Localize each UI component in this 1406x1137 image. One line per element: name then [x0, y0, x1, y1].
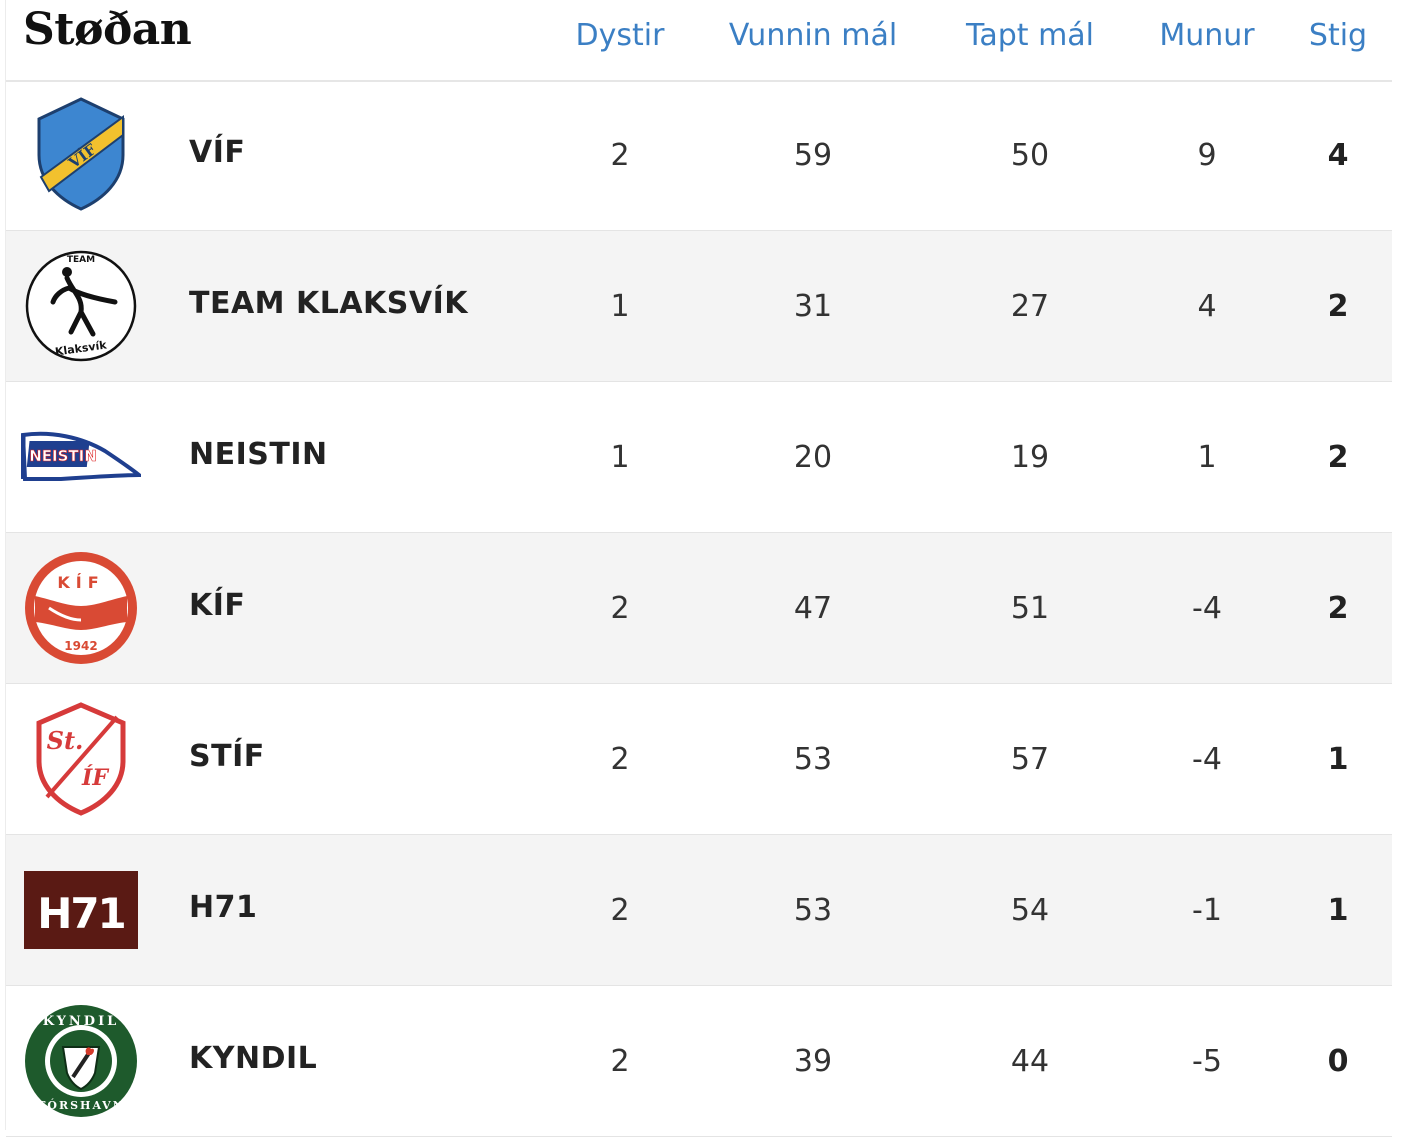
h71-logo-text: H71: [37, 889, 125, 938]
games-played: 1: [610, 289, 630, 324]
games-played: 1: [610, 440, 630, 475]
goal-difference: 9: [1197, 138, 1217, 173]
table-row[interactable]: TEAM Klaksvík TEAM KLAKSVÍK 1 31 27 4 2: [6, 231, 1392, 382]
goals-against: 27: [1010, 289, 1050, 324]
team-name[interactable]: NEISTIN: [189, 437, 328, 472]
table-row[interactable]: NEISTIN NEISTIN 1 20 19 1 2: [6, 382, 1392, 533]
goals-for: 53: [793, 742, 833, 777]
table-row[interactable]: VÍF VÍF 2 59 50 9 4: [6, 80, 1392, 231]
goals-against: 57: [1010, 742, 1050, 777]
kif-logo-text-bottom: 1942: [64, 639, 97, 653]
table-row[interactable]: KÍF 1942 KÍF 2 47 51 -4 2: [6, 533, 1392, 684]
neistin-logo-text: NEISTIN: [29, 447, 97, 465]
column-header-stig[interactable]: Stig: [1308, 18, 1368, 53]
points: 2: [1327, 591, 1349, 626]
standings-table: Støðan Dystir Vunnin mál Tapt mál Munur …: [5, 0, 1392, 1137]
kyndil-logo-text-bottom: TÓRSHAVN: [37, 1098, 125, 1112]
points: 2: [1327, 289, 1349, 324]
goals-for: 47: [793, 591, 833, 626]
games-played: 2: [610, 138, 630, 173]
team-name[interactable]: H71: [189, 890, 258, 925]
goals-for: 53: [793, 893, 833, 928]
goals-against: 50: [1010, 138, 1050, 173]
games-played: 2: [610, 1044, 630, 1079]
goal-difference: -4: [1192, 742, 1222, 777]
kyndil-logo-text-top: KYNDIL: [43, 1014, 120, 1029]
team-name[interactable]: VÍF: [189, 135, 246, 170]
points: 2: [1327, 440, 1349, 475]
team-name[interactable]: KÍF: [189, 588, 246, 623]
goals-against: 54: [1010, 893, 1050, 928]
goal-difference: -5: [1192, 1044, 1222, 1079]
goal-difference: -4: [1192, 591, 1222, 626]
kif-circle-logo[interactable]: KÍF 1942: [21, 548, 141, 668]
games-played: 2: [610, 742, 630, 777]
stif-shield-logo[interactable]: St. ÍF: [21, 699, 141, 819]
column-header-vunnin[interactable]: Vunnin mál: [728, 18, 898, 53]
column-header-dystir[interactable]: Dystir: [575, 18, 665, 53]
klaksvik-logo-text-top: TEAM: [67, 255, 95, 265]
page-title: Støðan: [23, 4, 192, 55]
column-header-munur[interactable]: Munur: [1159, 18, 1255, 53]
stif-logo-text-bottom: ÍF: [81, 764, 109, 791]
games-played: 2: [610, 893, 630, 928]
neistin-pennant-logo[interactable]: NEISTIN: [21, 397, 141, 517]
team-klaksvik-logo[interactable]: TEAM Klaksvík: [21, 246, 141, 366]
games-played: 2: [610, 591, 630, 626]
vif-shield-logo[interactable]: VÍF: [21, 95, 141, 215]
kyndil-circle-logo[interactable]: KYNDIL TÓRSHAVN: [21, 1001, 141, 1121]
points: 0: [1327, 1044, 1349, 1079]
goals-against: 19: [1010, 440, 1050, 475]
team-name[interactable]: STÍF: [189, 739, 265, 774]
table-row[interactable]: KYNDIL TÓRSHAVN KYNDIL 2 39 44 -5 0: [6, 986, 1392, 1137]
goals-for: 31: [793, 289, 833, 324]
h71-block-logo[interactable]: H71: [21, 850, 141, 970]
goal-difference: 4: [1197, 289, 1217, 324]
kif-logo-text-top: KÍF: [57, 573, 104, 592]
table-header: Støðan Dystir Vunnin mál Tapt mál Munur …: [6, 0, 1392, 82]
goals-for: 20: [793, 440, 833, 475]
points: 1: [1327, 742, 1349, 777]
table-row[interactable]: H71 H71 2 53 54 -1 1: [6, 835, 1392, 986]
goals-for: 39: [793, 1044, 833, 1079]
goal-difference: -1: [1192, 893, 1222, 928]
stif-logo-text-top: St.: [47, 726, 84, 755]
goals-against: 44: [1010, 1044, 1050, 1079]
team-name[interactable]: KYNDIL: [189, 1041, 318, 1076]
goals-for: 59: [793, 138, 833, 173]
goals-against: 51: [1010, 591, 1050, 626]
points: 4: [1327, 138, 1349, 173]
column-header-tapt[interactable]: Tapt mál: [965, 18, 1095, 53]
table-row[interactable]: St. ÍF STÍF 2 53 57 -4 1: [6, 684, 1392, 835]
points: 1: [1327, 893, 1349, 928]
goal-difference: 1: [1197, 440, 1217, 475]
team-name[interactable]: TEAM KLAKSVÍK: [189, 286, 469, 321]
